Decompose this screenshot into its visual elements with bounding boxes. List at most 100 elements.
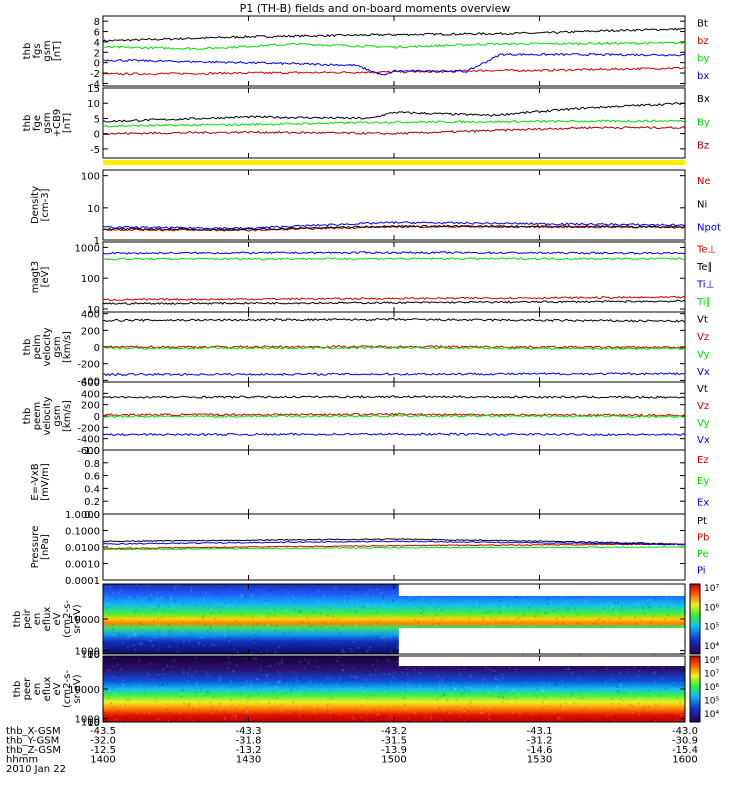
spectrogram-speckle [406, 668, 408, 670]
spectrogram-speckle [458, 613, 460, 615]
spectrogram-speckle [315, 685, 317, 687]
spectrogram-speckle [369, 694, 371, 696]
spectrogram-speckle [292, 694, 294, 696]
spectrogram-speckle [573, 702, 575, 704]
spectrogram-speckle [394, 634, 396, 636]
spectrogram-speckle [250, 666, 252, 668]
spectrogram-speckle [299, 691, 301, 693]
spectrogram-speckle [197, 709, 199, 711]
spectrogram-speckle [211, 613, 213, 615]
spectrogram-speckle [648, 689, 650, 691]
spectrogram-speckle [353, 641, 355, 643]
spectrogram-speckle [389, 661, 391, 663]
spectrogram-speckle [489, 604, 491, 606]
spectrogram-speckle [132, 709, 134, 711]
spectrogram-speckle [261, 672, 263, 674]
spectrogram-speckle [351, 675, 353, 677]
spectrogram-speckle [667, 681, 669, 683]
spectrogram-speckle [191, 696, 193, 698]
spectrogram-speckle [352, 625, 354, 627]
spectrogram-speckle [267, 665, 269, 667]
spectrogram-speckle [230, 601, 232, 603]
spectrogram-speckle [564, 686, 566, 688]
spectrogram-speckle [615, 714, 617, 716]
spectrogram-speckle [333, 627, 335, 629]
spectrogram-speckle [324, 704, 326, 706]
spectrogram-speckle [414, 712, 416, 714]
spectrogram-speckle [345, 594, 347, 596]
spectrogram-speckle [136, 712, 138, 714]
spectrogram-speckle [315, 668, 317, 670]
spectrogram-speckle [663, 691, 665, 693]
spectrogram-speckle [565, 601, 567, 603]
spectrogram-speckle [246, 715, 248, 717]
y-tick-label: 15 [87, 84, 100, 95]
spectrogram-speckle [346, 692, 348, 694]
spectrogram-speckle [122, 642, 124, 644]
spectrogram-speckle [225, 634, 227, 636]
spectrogram-speckle [367, 697, 369, 699]
spectrogram-speckle [640, 703, 642, 705]
spectrogram-speckle [168, 646, 170, 648]
spectrogram-speckle [202, 616, 204, 618]
legend-Ez: Ez [697, 455, 709, 466]
spectrogram-speckle [329, 627, 331, 629]
spectrogram-speckle [126, 617, 128, 619]
y-tick-label: 0.8 [84, 459, 100, 470]
spectrogram-speckle [167, 682, 169, 684]
spectrogram-speckle [553, 712, 555, 714]
spectrogram-speckle [440, 695, 442, 697]
spectrogram-speckle [324, 622, 326, 624]
spectrogram-speckle [292, 596, 294, 598]
spectrogram-speckle [450, 600, 452, 602]
spectrogram-speckle [459, 716, 461, 718]
spectrogram-speckle [153, 603, 155, 605]
spectrogram-speckle [440, 720, 442, 722]
y-tick-label: 600 [81, 378, 100, 389]
spectrogram-speckle [251, 625, 253, 627]
spectrogram-speckle [131, 634, 133, 636]
spectrogram-speckle [614, 603, 616, 605]
spectrogram-speckle [134, 649, 136, 651]
spectrogram-speckle [110, 696, 112, 698]
spectrogram-speckle [527, 691, 529, 693]
spectrogram-speckle [531, 673, 533, 675]
spectrogram-speckle [250, 594, 252, 596]
spectrogram-speckle [349, 601, 351, 603]
spectrogram-speckle [125, 717, 127, 719]
spectrogram-speckle [231, 718, 233, 720]
spectrogram-speckle [274, 643, 276, 645]
spectrogram-speckle [337, 618, 339, 620]
spectrogram-speckle [255, 658, 257, 660]
spectrogram-speckle [384, 627, 386, 629]
spectrogram-speckle [502, 696, 504, 698]
spectrogram-speckle [425, 610, 427, 612]
spectrogram-speckle [239, 624, 241, 626]
spectrogram-speckle [183, 719, 185, 721]
spectrogram-speckle [354, 625, 356, 627]
spectrogram-speckle [501, 674, 503, 676]
series-line-Ni [103, 225, 685, 230]
spectrogram-speckle [493, 708, 495, 710]
spectrogram-speckle [206, 698, 208, 700]
spectrogram-speckle [162, 673, 164, 675]
spectrogram-speckle [353, 708, 355, 710]
spectrogram-speckle [461, 686, 463, 688]
spectrogram-speckle [319, 595, 321, 597]
spectrogram-speckle [113, 676, 115, 678]
spectrogram-speckle [383, 615, 385, 617]
spectrogram-speckle [610, 714, 612, 716]
spectrogram-speckle [228, 713, 230, 715]
spectrogram-speckle [269, 708, 271, 710]
spectrogram-speckle [260, 696, 262, 698]
spectrogram-speckle [574, 620, 576, 622]
spectrogram-speckle [288, 631, 290, 633]
spectrogram-speckle [490, 617, 492, 619]
spectrogram-speckle [646, 600, 648, 602]
spectrogram-speckle [587, 671, 589, 673]
spectrogram-speckle [131, 603, 133, 605]
spectrogram-speckle [113, 634, 115, 636]
spectrogram-speckle [495, 688, 497, 690]
spectrogram-speckle [328, 620, 330, 622]
spectrogram-speckle [297, 592, 299, 594]
